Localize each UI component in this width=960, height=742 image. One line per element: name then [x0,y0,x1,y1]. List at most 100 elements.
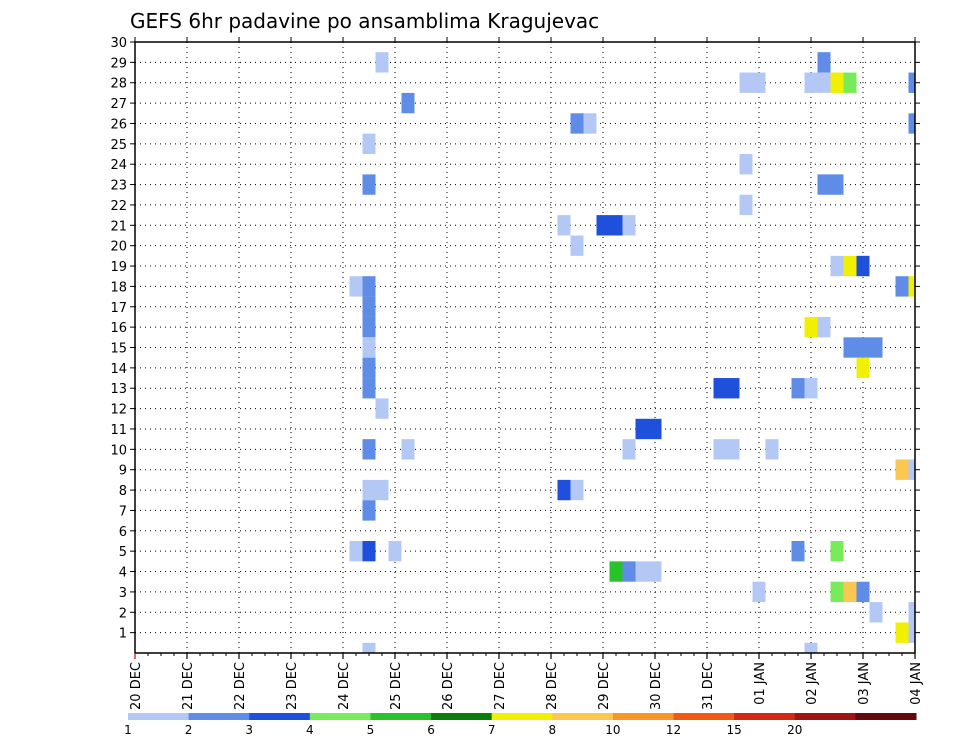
precip-cell [869,337,883,358]
colorbar-swatch [794,713,856,720]
precip-cell [752,72,766,93]
precip-cell [635,561,649,582]
x-tick-label: 01 JAN [753,662,768,705]
colorbar-label: 2 [185,723,193,737]
precip-cell [362,174,376,195]
colorbar-label: 6 [427,723,435,737]
precip-cell [622,215,636,236]
precip-cell [713,378,727,399]
colorbar-swatch [370,713,432,720]
colorbar-swatch [249,713,311,720]
precip-cell [362,540,376,562]
x-tick-label: 29 DEC [597,662,612,710]
precip-cell [635,418,649,440]
y-tick-label: 1 [119,627,127,642]
x-tick-label: 24 DEC [337,662,352,710]
precip-cell [648,418,662,440]
precip-cell [908,113,915,134]
precip-cell [401,439,415,460]
colorbar-label: 10 [605,723,620,737]
precip-cell [583,113,597,134]
precip-cell [830,581,844,603]
y-axis: 1234567891011121314151617181920212223242… [110,36,920,642]
precip-cell [817,174,831,195]
precip-cell [362,276,376,297]
colorbar-label: 3 [245,723,253,737]
y-tick-label: 6 [119,525,127,540]
precip-cell [570,235,584,256]
y-tick-label: 13 [110,382,127,397]
precip-cell [830,540,844,562]
y-tick-label: 14 [110,362,127,377]
precip-cell [804,378,818,399]
precip-cell [596,215,610,236]
precip-cell [895,276,909,297]
precip-cell [856,581,870,603]
x-tick-label: 04 JAN [909,662,924,705]
x-tick-label: 31 DEC [701,662,716,710]
precip-cell [739,194,753,216]
precip-cell [895,622,909,643]
colorbar-swatch [188,713,250,720]
y-tick-label: 29 [110,56,127,71]
precip-cell [843,255,857,277]
precip-cell [908,602,915,623]
precip-cell [817,52,831,73]
y-tick-label: 19 [110,260,127,275]
x-tick-label: 20 DEC [129,662,144,710]
y-tick-label: 3 [119,586,127,601]
precip-cell [401,92,415,114]
y-tick-label: 23 [110,179,127,194]
precip-cell [856,255,870,277]
colorbar-swatch [855,713,917,720]
precip-cell [362,316,376,338]
colorbar-swatch [552,713,614,720]
colorbar-label: 8 [548,723,556,737]
precip-cell [648,561,662,582]
precip-cell [908,622,915,643]
colorbar-swatch [612,713,675,720]
precip-cell [362,296,376,317]
precip-cell [362,642,376,653]
precip-cell [362,337,376,358]
x-tick-label: 23 DEC [285,662,300,710]
x-tick-label: 26 DEC [441,662,456,710]
precip-cell [375,52,389,73]
precip-cell [609,215,623,236]
precip-cell [791,540,805,562]
y-tick-label: 8 [119,484,127,499]
y-tick-label: 4 [119,566,127,581]
precip-cell [856,337,870,358]
precip-cell [609,561,623,582]
precip-cell [557,479,571,501]
precip-cell [869,602,883,623]
colorbar-swatch [673,713,735,720]
x-axis: 20 DEC 21 DEC 22 DEC 23 DEC 24 DEC 25 DEC 26 D… [129,37,924,710]
chart-title: GEFS 6hr padavine po ansamblima Kragujev… [130,9,599,33]
y-tick-label: 10 [110,443,127,458]
precip-cell [804,642,818,653]
precip-cell [739,154,753,175]
colorbar-swatch [309,713,371,720]
x-tick-label: 02 JAN [805,662,820,705]
y-tick-label: 9 [119,464,127,479]
precip-cell [622,561,636,582]
y-tick-label: 24 [110,158,127,173]
precip-cell [830,174,844,195]
y-tick-label: 26 [110,117,127,132]
colorbar-label: 5 [367,723,375,737]
y-tick-label: 15 [110,342,127,357]
y-tick-label: 7 [119,504,127,519]
precip-cell [362,133,376,155]
colorbar-label: 7 [488,723,496,737]
x-tick-label: 22 DEC [233,662,248,710]
precip-cell [557,215,571,236]
precip-cell [843,72,857,93]
precip-cell [622,439,636,460]
colorbar-label: 1 [124,723,132,737]
y-tick-label: 12 [110,403,127,418]
colorbar-label: 12 [666,723,681,737]
y-tick-label: 25 [110,138,127,153]
y-tick-label: 22 [110,199,127,214]
